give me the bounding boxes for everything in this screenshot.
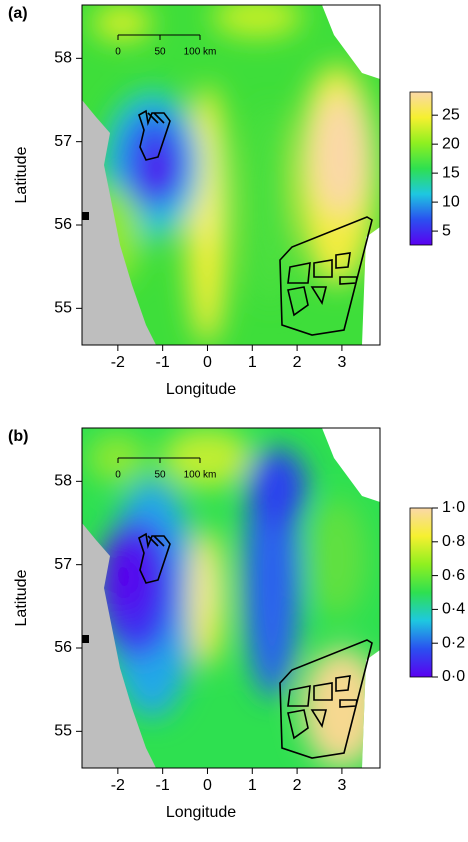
x-axis-label: Longitude xyxy=(166,381,236,398)
x-tick-label: 2 xyxy=(293,354,302,371)
y-tick-label: 56 xyxy=(54,639,72,656)
x-tick-label: -2 xyxy=(111,354,125,371)
y-tick-label: 57 xyxy=(54,556,72,573)
scale-bar-label: 0 xyxy=(115,470,121,481)
y-tick-label: 57 xyxy=(54,133,72,150)
x-tick-label: 3 xyxy=(337,354,346,371)
colorbar xyxy=(409,91,433,246)
x-tick-label: 2 xyxy=(293,777,302,794)
y-tick-label: 58 xyxy=(54,473,72,490)
colorbar-tick-label: 0·6 xyxy=(442,567,465,584)
y-tick-label: 58 xyxy=(54,50,72,67)
y-axis-label: Latitude xyxy=(13,146,30,203)
colorbar-tick-label: 25 xyxy=(442,106,460,123)
colorbar-tick-label: 1·0 xyxy=(442,499,465,516)
colorbar-tick-label: 15 xyxy=(442,164,460,181)
plot-frame xyxy=(81,4,381,346)
y-tick-label: 55 xyxy=(54,300,72,317)
field-a xyxy=(82,5,380,345)
y-axis-label: Latitude xyxy=(13,569,30,626)
x-axis-label: Longitude xyxy=(166,804,236,821)
colorbar-tick-label: 0·8 xyxy=(442,533,465,550)
x-tick-label: -2 xyxy=(111,777,125,794)
x-tick-label: 1 xyxy=(248,354,257,371)
scale-bar-label: 50 xyxy=(154,470,166,481)
panel-label: (b) xyxy=(8,428,28,445)
x-tick-label: -1 xyxy=(156,354,170,371)
x-tick-label: 3 xyxy=(337,777,346,794)
scale-bar-label: 0 xyxy=(115,47,121,58)
colorbar-tick-label: 10 xyxy=(442,193,460,210)
y-tick-label: 56 xyxy=(54,216,72,233)
scale-bar-label: 50 xyxy=(154,47,166,58)
colorbar-tick-label: 0·4 xyxy=(442,601,465,618)
field-b xyxy=(82,428,380,768)
x-tick-label: 1 xyxy=(248,777,257,794)
colorbar-tick-label: 20 xyxy=(442,135,460,152)
scale-bar-label: 100 km xyxy=(184,47,217,58)
panel-label: (a) xyxy=(8,5,28,22)
plot-frame xyxy=(81,427,381,769)
scale-bar: 0 50 100 km xyxy=(115,457,217,481)
x-tick-label: 0 xyxy=(203,354,212,371)
colorbar-tick-label: 5 xyxy=(442,222,451,239)
x-tick-label: -1 xyxy=(156,777,170,794)
scale-bar-label: 100 km xyxy=(184,470,217,481)
x-tick-label: 0 xyxy=(203,777,212,794)
colorbar-tick-label: 0·0 xyxy=(442,668,465,685)
y-tick-label: 55 xyxy=(54,723,72,740)
colorbar-tick-label: 0·2 xyxy=(442,634,465,651)
scale-bar: 0 50 100 km xyxy=(115,34,217,58)
colorbar xyxy=(409,507,433,678)
